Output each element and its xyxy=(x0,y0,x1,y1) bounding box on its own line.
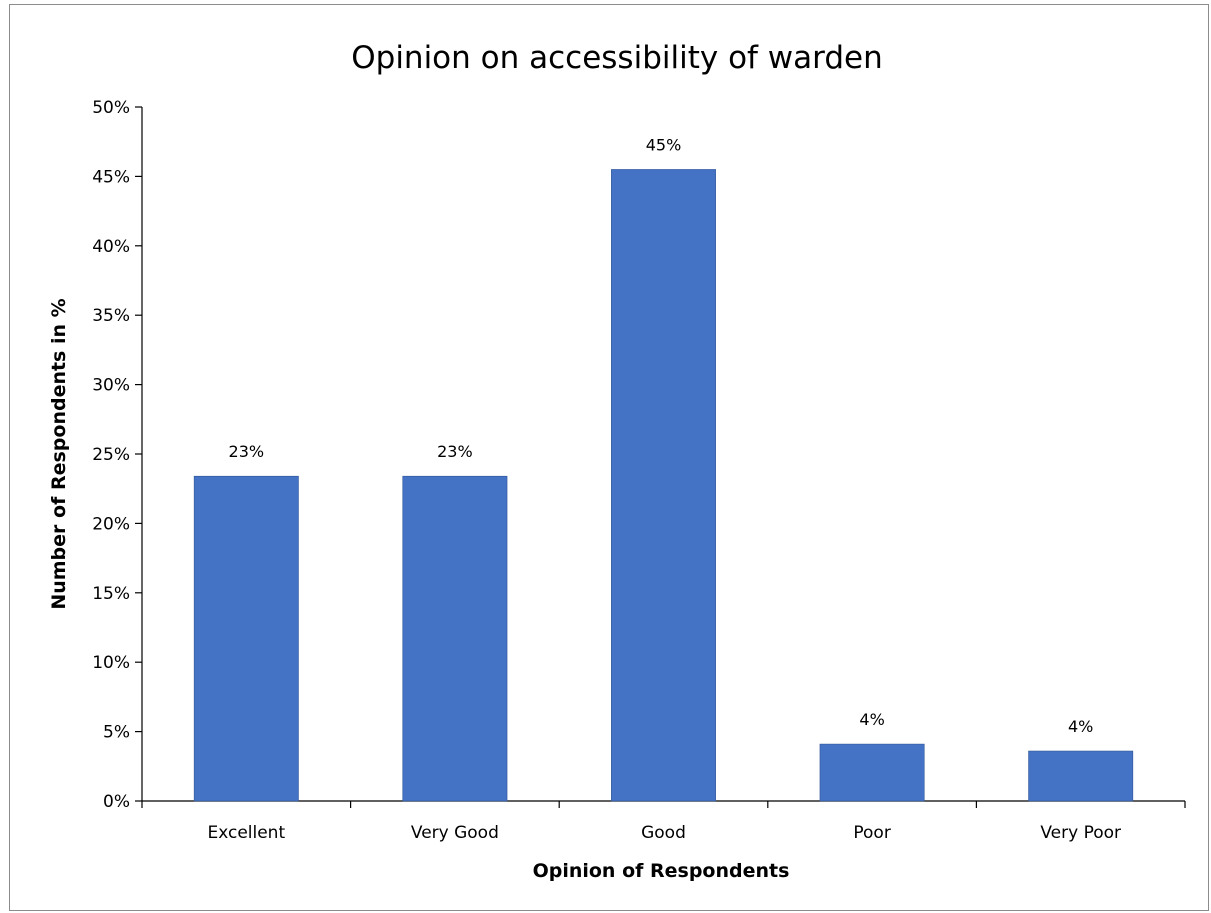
data-label: 23% xyxy=(229,442,265,461)
bar xyxy=(819,743,925,802)
data-label: 4% xyxy=(859,710,884,729)
y-tick-label: 30% xyxy=(92,376,130,396)
bar xyxy=(193,475,299,802)
data-label: 4% xyxy=(1068,717,1093,736)
y-tick-label: 20% xyxy=(92,514,130,534)
y-tick-label: 15% xyxy=(92,584,130,604)
x-tick-label: Excellent xyxy=(207,823,285,843)
y-tick-label: 45% xyxy=(92,167,130,187)
y-tick-label: 25% xyxy=(92,445,130,465)
bar-series xyxy=(193,169,1134,802)
data-label: 23% xyxy=(437,442,473,461)
y-tick-label: 40% xyxy=(92,237,130,257)
y-tick-label: 50% xyxy=(92,98,130,118)
x-tick-label: Good xyxy=(641,823,686,843)
bar xyxy=(402,475,508,802)
data-labels: 23% 23% 45% 4% 4% xyxy=(229,135,1094,736)
bar xyxy=(611,169,716,802)
data-label: 45% xyxy=(646,135,682,154)
x-axis-title: Opinion of Respondents xyxy=(533,860,790,882)
x-tick-label: Very Poor xyxy=(1040,823,1121,843)
x-tick-label: Poor xyxy=(853,823,890,843)
y-tick-label: 10% xyxy=(92,653,130,673)
x-axis: Excellent Very Good Good Poor Very Poor xyxy=(141,800,1186,843)
x-tick-label: Very Good xyxy=(411,823,499,843)
y-tick-label: 0% xyxy=(103,792,130,812)
y-tick-label: 5% xyxy=(103,723,130,743)
y-axis-title: Number of Respondents in % xyxy=(48,298,70,609)
y-tick-label: 35% xyxy=(92,306,130,326)
y-axis: 0% 5% 10% 15% 20% 25% 30% 35% 40% 45% 50% xyxy=(92,98,143,812)
chart-title: Opinion on accessibility of warden xyxy=(351,40,883,76)
bar xyxy=(1028,750,1134,802)
